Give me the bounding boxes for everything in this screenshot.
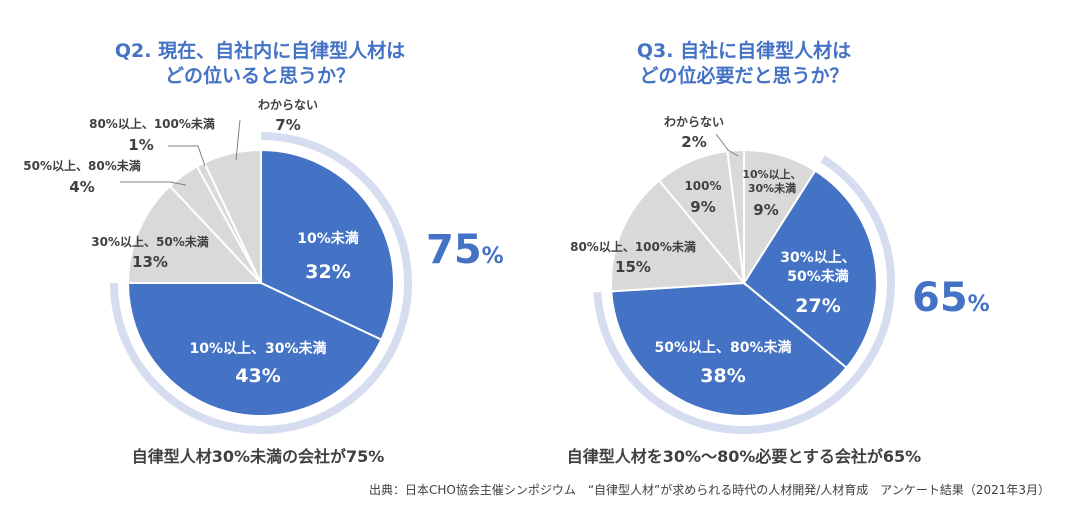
chart-q2-slice-label: 30%以上、50%未満 — [91, 234, 208, 249]
chart-q3-slice — [610, 281, 848, 417]
chart-q2-slice-label: 50%以上、80%未満 — [23, 158, 140, 173]
chart-q3-slice-label: 10%以上、 — [742, 167, 801, 181]
chart-q3-leader-line — [715, 133, 739, 157]
chart-q3-slice-label: 30%未満 — [748, 181, 796, 195]
chart-q2-leader-line — [168, 145, 206, 167]
chart-q3-slice-label: 30%以上、 — [780, 250, 856, 266]
chart-q3-slice-label: 100% — [684, 179, 721, 193]
chart-q2-slice — [203, 148, 262, 284]
chart-q3-slice-pct: 38% — [700, 365, 745, 387]
chart-q2-leader-line — [235, 119, 241, 161]
chart-q3-slice — [726, 148, 745, 284]
chart-q3-title-line1: Q3. 自社に自律型人材は — [637, 39, 851, 62]
chart-q3-slice-label: 50%未満 — [787, 268, 849, 285]
chart-q2-slice-label: 10%未満 — [297, 230, 359, 247]
chart-q2-slice-label: わからない — [258, 98, 318, 112]
chart-q2-leader-line — [120, 181, 187, 186]
chart-q3-slice-label: わからない — [664, 115, 724, 129]
chart-q3-slice-pct: 2% — [681, 133, 706, 151]
chart-q2-title-line2: どの位いると思うか？ — [165, 64, 355, 87]
chart-q3-slice-pct: 9% — [753, 201, 778, 219]
chart-q2-summary: 自律型人材30%未満の会社が75% — [132, 447, 385, 466]
chart-q3-slice-pct: 9% — [690, 198, 715, 216]
source-note: 出典：日本CHO協会主催シンポジウム “自律型人材”が求められる時代の人材開発/… — [369, 482, 1050, 497]
chart-q3-slice-pct: 15% — [615, 258, 651, 276]
chart-q2-slice-pct: 4% — [69, 178, 94, 196]
chart-q2-slice-pct: 7% — [275, 116, 300, 134]
chart-q2-slice — [126, 184, 264, 284]
chart-q3-slice-label: 80%以上、100%未満 — [570, 239, 696, 254]
chart-q3-slice-pct: 27% — [795, 295, 840, 317]
chart-q2-slice-label: 10%以上、30%未満 — [189, 340, 326, 357]
chart-q2-highlight-arc — [110, 132, 412, 434]
chart-q3-slice — [742, 169, 878, 370]
chart-q2-slice-pct: 13% — [132, 253, 168, 271]
chart-q2-title-line1: Q2. 現在、自社内に自律型人材は — [115, 39, 405, 62]
chart-q2-slice-pct: 1% — [128, 136, 153, 154]
chart-q3: Q3. 自社に自律型人材は どの位必要だと思うか？ 30%以上、 50%未満 2… — [567, 39, 990, 466]
chart-q3-highlight-arc — [593, 155, 895, 434]
chart-q2-slice-label: 80%以上、100%未満 — [89, 116, 215, 131]
chart-q3-slice — [610, 179, 747, 293]
chart-q2-slice-pct: 32% — [305, 261, 350, 283]
chart-q2-slice — [260, 148, 395, 341]
chart-q2: Q2. 現在、自社内に自律型人材は どの位いると思うか？ 10%未満 32% 1… — [23, 39, 503, 466]
chart-q3-title-line2: どの位必要だと思うか？ — [639, 64, 848, 87]
chart-q2-slice-pct: 43% — [235, 365, 280, 387]
chart-q2-slice — [126, 282, 383, 417]
chart-q3-summary: 自律型人材を30%～80%必要とする会社が65% — [567, 447, 921, 466]
chart-q3-highlight: 65% — [912, 275, 990, 321]
chart-q2-highlight: 75% — [426, 227, 504, 273]
chart-q3-slice-label: 50%以上、80%未満 — [654, 339, 791, 356]
